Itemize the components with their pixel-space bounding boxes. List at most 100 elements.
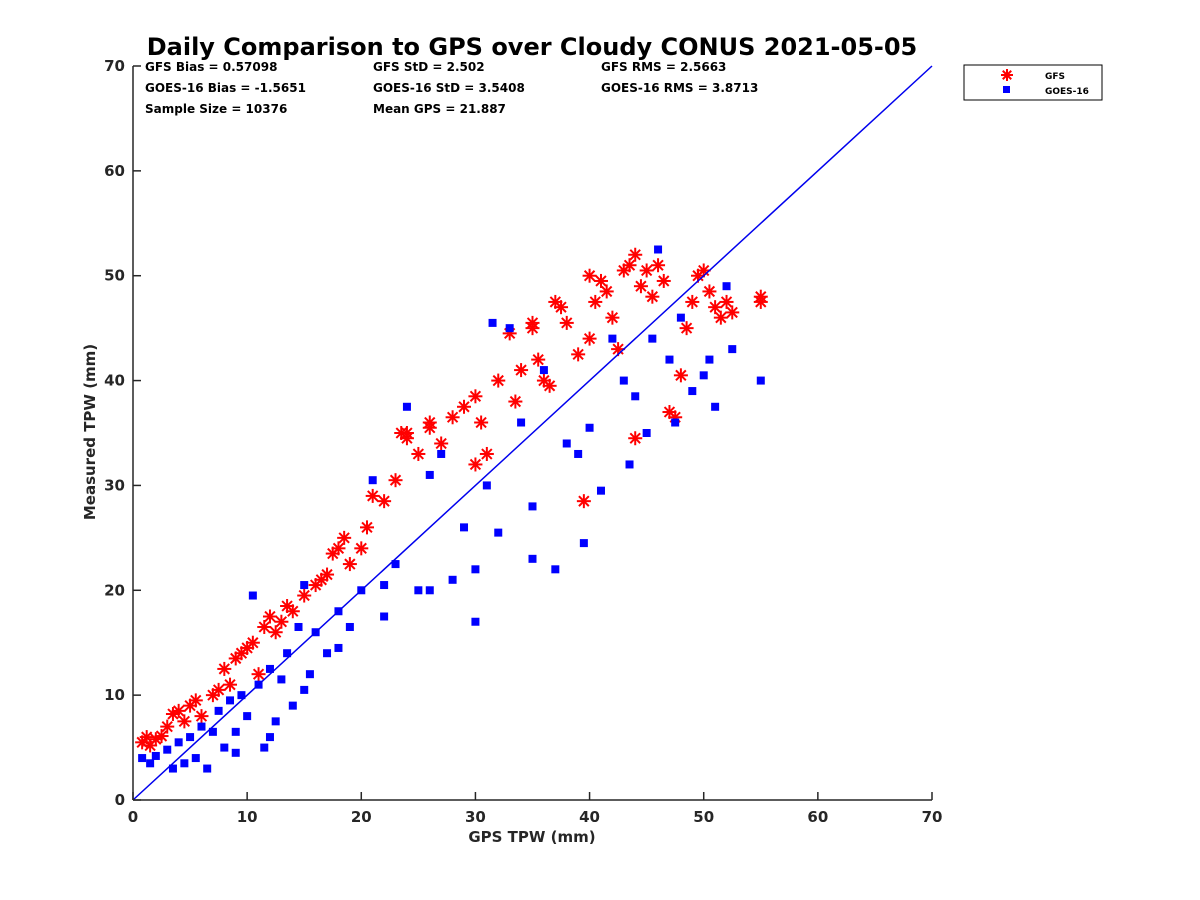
x-tick-label-4: 40 <box>579 808 600 826</box>
stat-r0-c0: GFS Bias = 0.57098 <box>145 60 277 74</box>
legend-label-gfs: GFS <box>1045 72 1065 82</box>
point-goes-16-67 <box>688 387 697 396</box>
point-goes-16-35 <box>380 581 389 590</box>
point-goes-16-23 <box>277 675 286 684</box>
point-goes-16-60 <box>631 392 640 401</box>
point-gfs-15 <box>223 677 238 692</box>
point-gfs-24 <box>274 614 289 629</box>
point-goes-16-58 <box>619 376 628 385</box>
point-gfs-38 <box>377 494 392 509</box>
point-goes-16-48 <box>517 418 526 427</box>
point-goes-16-4 <box>168 764 177 773</box>
point-goes-16-43 <box>471 565 480 574</box>
point-goes-16-69 <box>705 355 714 364</box>
point-gfs-93 <box>468 457 483 472</box>
point-goes-16-18 <box>248 591 257 600</box>
y-tick-label-6: 60 <box>104 162 125 180</box>
point-gfs-65 <box>593 273 608 288</box>
point-goes-16-15 <box>231 727 240 736</box>
point-gfs-80 <box>679 321 694 336</box>
point-goes-16-62 <box>648 334 657 343</box>
point-gfs-87 <box>719 294 734 309</box>
x-tick-label-7: 70 <box>922 808 943 826</box>
x-tick-label-5: 50 <box>693 808 714 826</box>
point-gfs-21 <box>257 619 272 634</box>
point-gfs-81 <box>685 294 700 309</box>
point-gfs-45 <box>445 410 460 425</box>
legend-box <box>963 64 1103 101</box>
point-goes-16-49 <box>528 502 537 511</box>
point-gfs-22 <box>262 609 277 624</box>
point-goes-16-71 <box>722 282 731 291</box>
y-tick-label-0: 0 <box>115 791 125 809</box>
point-goes-16-25 <box>288 701 297 710</box>
point-gfs-71 <box>628 431 643 446</box>
point-gfs-74 <box>645 289 660 304</box>
point-goes-16-80 <box>471 617 480 626</box>
point-goes-16-14 <box>226 696 235 705</box>
point-gfs-72 <box>633 279 648 294</box>
point-goes-16-3 <box>163 745 172 754</box>
point-goes-16-34 <box>368 476 377 485</box>
point-goes-16-79 <box>425 586 434 595</box>
point-goes-16-22 <box>271 717 280 726</box>
point-goes-16-73 <box>756 376 765 385</box>
point-gfs-36 <box>359 520 374 535</box>
point-gfs-48 <box>474 415 489 430</box>
point-gfs-34 <box>342 557 357 572</box>
y-tick-label-1: 10 <box>104 686 125 704</box>
point-goes-16-27 <box>300 581 309 590</box>
x-tick-label-3: 30 <box>465 808 486 826</box>
point-goes-16-36 <box>391 560 400 569</box>
point-goes-16-72 <box>728 345 737 354</box>
point-goes-16-9 <box>197 722 206 731</box>
point-gfs-49 <box>479 446 494 461</box>
x-axis-label: GPS TPW (mm) <box>468 828 595 846</box>
point-goes-16-17 <box>243 712 252 721</box>
point-goes-16-2 <box>151 751 160 760</box>
point-gfs-57 <box>542 378 557 393</box>
point-goes-16-6 <box>180 759 189 768</box>
point-gfs-10 <box>188 693 203 708</box>
point-gfs-73 <box>639 263 654 278</box>
legend-label-goes16: GOES-16 <box>1045 87 1089 97</box>
y-tick-label-7: 70 <box>104 57 125 75</box>
point-gfs-75 <box>651 258 666 273</box>
point-goes-16-76 <box>300 685 309 694</box>
point-gfs-20 <box>251 667 266 682</box>
point-goes-16-65 <box>671 418 680 427</box>
chart-title: Daily Comparison to GPS over Cloudy CONU… <box>147 33 918 61</box>
legend: GFS GOES-16 <box>963 64 1103 101</box>
point-gfs-58 <box>548 294 563 309</box>
point-goes-16-42 <box>460 523 469 532</box>
series-goes-16 <box>138 245 765 773</box>
point-gfs-14 <box>217 661 232 676</box>
point-goes-16-0 <box>138 754 147 763</box>
legend-goes16-square-icon <box>1003 86 1010 93</box>
point-gfs-44 <box>434 436 449 451</box>
axes: 0 10 20 30 40 50 60 70 0 10 20 30 40 50 60 70 <box>104 57 942 826</box>
point-gfs-23 <box>268 625 283 640</box>
point-goes-16-46 <box>494 528 503 537</box>
point-goes-16-74 <box>231 748 240 757</box>
point-gfs-35 <box>354 541 369 556</box>
point-gfs-66 <box>599 284 614 299</box>
point-goes-16-68 <box>699 371 708 380</box>
identity-reference-line <box>132 65 933 801</box>
point-gfs-8 <box>177 714 192 729</box>
x-tick-label-6: 60 <box>807 808 828 826</box>
point-gfs-37 <box>365 488 380 503</box>
point-goes-16-81 <box>528 554 537 563</box>
point-gfs-61 <box>571 347 586 362</box>
point-gfs-31 <box>325 546 340 561</box>
point-goes-16-50 <box>539 366 548 375</box>
point-gfs-55 <box>531 352 546 367</box>
point-gfs-94 <box>525 321 540 336</box>
point-goes-16-24 <box>283 649 292 658</box>
stat-r0-c2: GFS RMS = 2.5663 <box>601 60 726 74</box>
point-goes-16-66 <box>676 313 685 322</box>
x-tick-label-0: 0 <box>128 808 138 826</box>
point-gfs-79 <box>673 368 688 383</box>
point-gfs-59 <box>554 300 569 315</box>
